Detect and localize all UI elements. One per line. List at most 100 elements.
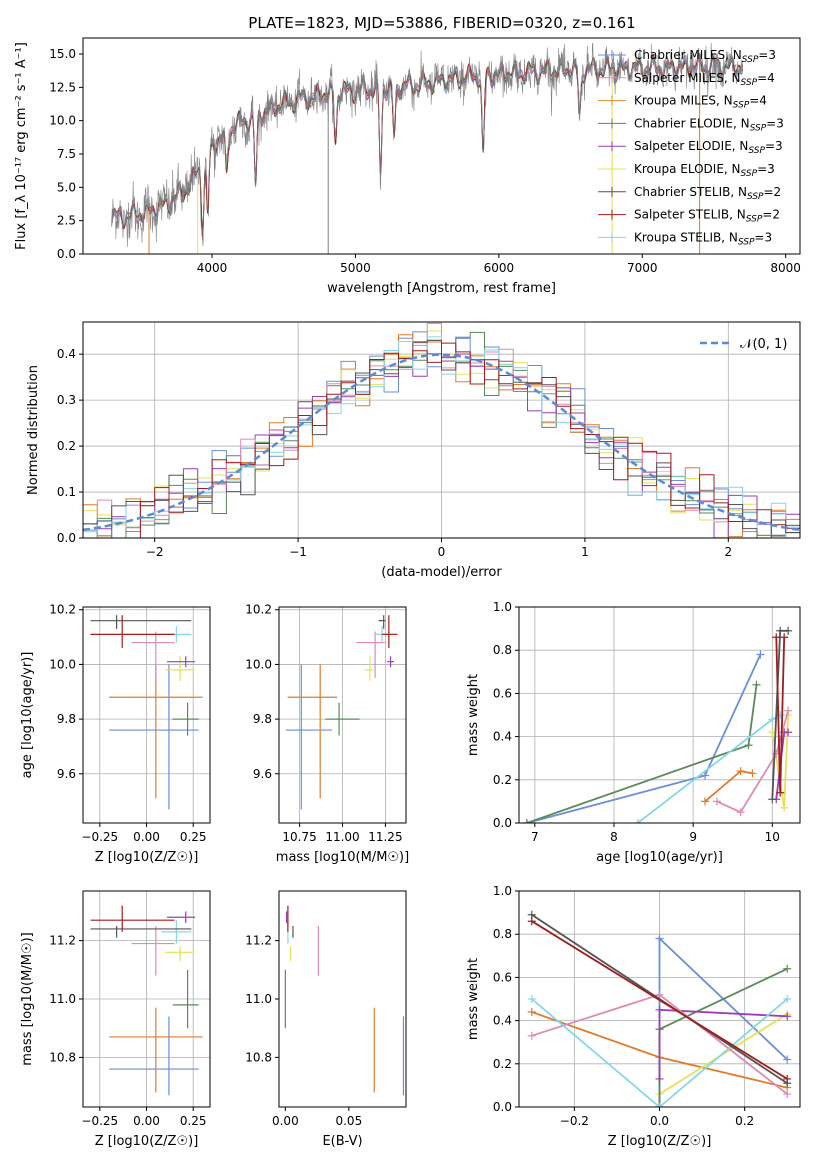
- axes-weight-vs-Z: −0.2 0.0 0.2 0.0 0.2 0.4 0.6 0.8 1.0 Z [log10(Z/Z…: [466, 884, 800, 1149]
- y-tick-label: 10.8: [245, 1050, 272, 1064]
- x-tick-label: 5000: [340, 261, 371, 275]
- x-axis-label: (data-model)/error: [381, 565, 502, 580]
- legend-count: =4: [749, 94, 767, 108]
- x-tick-label: 0.00: [133, 830, 160, 844]
- y-axis-label: Flux [f_λ 10⁻¹⁷ erg cm⁻² s⁻¹ A⁻¹]: [14, 42, 29, 250]
- y-tick-label: 11.0: [245, 992, 272, 1006]
- ssp-marker: [712, 797, 721, 806]
- x-tick-label: 0.0: [650, 1114, 669, 1128]
- ssp-marker: [701, 771, 710, 780]
- legend-count: =2: [762, 208, 780, 222]
- ssp-marker: [736, 767, 745, 776]
- ssp-marker: [655, 1005, 664, 1014]
- y-tick-label: 10.0: [49, 114, 76, 128]
- fit-errorbar: [172, 702, 199, 736]
- plot-frame-mass-vs-EBV: [278, 890, 407, 1108]
- legend-label: Chabrier STELIB, N: [634, 185, 747, 199]
- ssp-marker: [780, 803, 789, 812]
- fit-errorbar: [387, 656, 394, 668]
- legend-label: Salpeter MILES, N: [634, 71, 741, 85]
- x-axis-label: wavelength [Angstrom, rest frame]: [327, 281, 556, 296]
- legend-label: Kroupa MILES, N: [634, 94, 733, 108]
- y-tick-label: 10.2: [49, 603, 76, 617]
- x-tick-label: 10.75: [282, 830, 316, 844]
- y-tick-label: 0.4: [57, 347, 76, 361]
- y-tick-label: 9.8: [57, 712, 76, 726]
- ssp-marker: [768, 715, 777, 724]
- ssp-marker: [752, 680, 761, 689]
- x-tick-label: 10: [765, 830, 780, 844]
- x-tick-label: 0: [438, 545, 446, 559]
- ssp-marker: [780, 633, 789, 642]
- weight-Z-line: [531, 920, 788, 1080]
- fit-errorbar: [167, 656, 196, 668]
- weight-Z-line: [531, 998, 788, 1107]
- legend-entry: Chabrier STELIB, NSSP=2: [634, 185, 781, 202]
- x-axis-label: Z [log10(Z/Z☉)]: [608, 1134, 712, 1149]
- ssp-marker: [772, 633, 781, 642]
- x-tick-label: 0.2: [735, 1114, 754, 1128]
- ssp-marker: [744, 741, 753, 750]
- ssp-marker: [655, 1074, 664, 1083]
- legend-count: =3: [754, 230, 772, 244]
- legend-entry: Chabrier ELODIE, NSSP=3: [634, 116, 784, 133]
- x-axis-label: age [log10(age/yr)]: [596, 850, 723, 865]
- y-tick-label: 15.0: [49, 47, 76, 61]
- axes-weight-vs-age: 7 8 9 10 0.0 0.2 0.4 0.6 0.8 1.0 age [log10(age/yr…: [466, 600, 800, 865]
- y-tick-label: 10.8: [49, 1050, 76, 1064]
- axes-residuals: −2 −1 0 1 2 0.0 0.1 0.2 0.3 0.4 (data-model)/error…: [26, 322, 801, 580]
- y-tick-label: 7.5: [57, 147, 76, 161]
- axes-spectrum: 4000 5000 6000 7000 8000 0.0 2.5 5.0 7.5 10.0 12.5…: [14, 42, 801, 296]
- fit-errorbar: [285, 664, 333, 810]
- ssp-marker: [655, 990, 664, 999]
- fit-errorbar: [109, 664, 199, 810]
- x-axis-label: E(B-V): [322, 1134, 362, 1149]
- y-tick-label: 0.6: [493, 970, 512, 984]
- legend-subscript: SSP: [742, 55, 759, 65]
- x-tick-label: 11.25: [368, 830, 402, 844]
- fit-errorbar: [109, 1007, 203, 1093]
- x-tick-label: 8000: [770, 261, 801, 275]
- legend-count: =3: [757, 162, 775, 176]
- legend-subscript: SSP: [733, 101, 750, 111]
- legend-label: 𝒩(0, 1): [740, 337, 787, 352]
- ssp-marker: [783, 1055, 792, 1064]
- y-tick-label: 0.0: [57, 531, 76, 545]
- axes-age-vs-Z: −0.25 0.00 0.25 9.6 9.8 10.0 10.2 Z [log10(Z/Z☉…: [20, 603, 210, 865]
- y-tick-label: 9.8: [253, 712, 272, 726]
- legend-entry: Salpeter STELIB, NSSP=2: [634, 208, 780, 225]
- x-axis-label: Z [log10(Z/Z☉)]: [95, 1134, 199, 1149]
- ssp-marker: [783, 995, 792, 1003]
- fit-errorbar: [90, 905, 175, 932]
- x-tick-label: 0.25: [180, 830, 207, 844]
- y-tick-label: 1.0: [493, 600, 512, 614]
- legend-entry: Kroupa STELIB, NSSP=3: [634, 230, 772, 247]
- normal-curve: [82, 353, 801, 532]
- y-tick-label: 5.0: [57, 180, 76, 194]
- y-tick-label: 11.0: [49, 992, 76, 1006]
- y-tick-label: 0.2: [57, 439, 76, 453]
- y-axis-label: Normed distribution: [26, 365, 41, 495]
- legend-subscript: SSP: [738, 237, 755, 247]
- legend-entry: Salpeter MILES, NSSP=4: [634, 71, 775, 88]
- x-tick-label: 11.00: [325, 830, 359, 844]
- ssp-marker: [522, 819, 531, 823]
- y-tick-label: 10.0: [49, 657, 76, 671]
- ssp-marker: [527, 1007, 536, 1016]
- legend-count: =2: [764, 185, 782, 199]
- weight-age-line: [526, 654, 762, 823]
- legend-label: Kroupa STELIB, N: [634, 230, 738, 244]
- x-tick-label: 6000: [484, 261, 515, 275]
- fit-errorbar: [131, 926, 175, 976]
- x-tick-label: 0.00: [133, 1114, 160, 1128]
- x-tick-label: 0.00: [272, 1114, 299, 1128]
- ssp-marker: [783, 1090, 792, 1099]
- ssp-marker: [783, 1074, 792, 1083]
- axes-mass-vs-Z: −0.25 0.00 0.25 10.8 11.0 11.2 Z [log10(Z/Z☉)]…: [20, 891, 210, 1149]
- ssp-marker: [633, 819, 642, 823]
- legend-count: =4: [757, 71, 775, 85]
- residual-legend: 𝒩(0, 1): [700, 337, 787, 352]
- y-tick-label: 10.2: [245, 603, 272, 617]
- observed-spectrum: [111, 42, 743, 247]
- legend-entry: Salpeter ELODIE, NSSP=3: [634, 139, 783, 156]
